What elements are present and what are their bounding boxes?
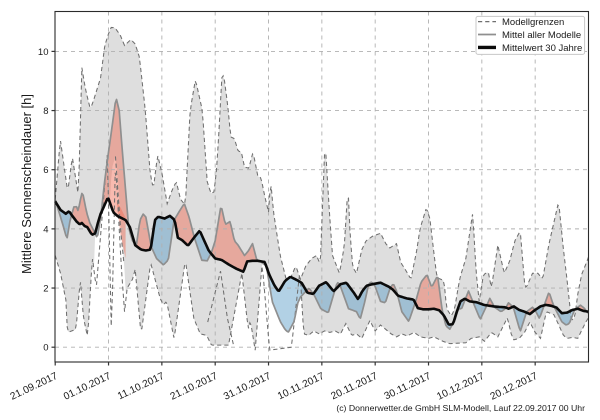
svg-text:Mittel aller Modelle: Mittel aller Modelle [502, 30, 581, 41]
svg-text:Mittelwert 30 Jahre: Mittelwert 30 Jahre [502, 43, 582, 54]
svg-text:Mittlere Sonnenscheindauer [h]: Mittlere Sonnenscheindauer [h] [19, 94, 34, 274]
svg-text:2: 2 [43, 284, 48, 295]
svg-text:8: 8 [43, 106, 48, 117]
svg-text:(c) Donnerwetter.de GmbH SLM-M: (c) Donnerwetter.de GmbH SLM-Modell, Lau… [336, 403, 585, 413]
svg-text:4: 4 [43, 224, 48, 235]
svg-text:10: 10 [38, 47, 49, 58]
svg-text:Modellgrenzen: Modellgrenzen [502, 17, 564, 28]
svg-text:0: 0 [43, 343, 48, 354]
svg-text:6: 6 [43, 165, 48, 176]
